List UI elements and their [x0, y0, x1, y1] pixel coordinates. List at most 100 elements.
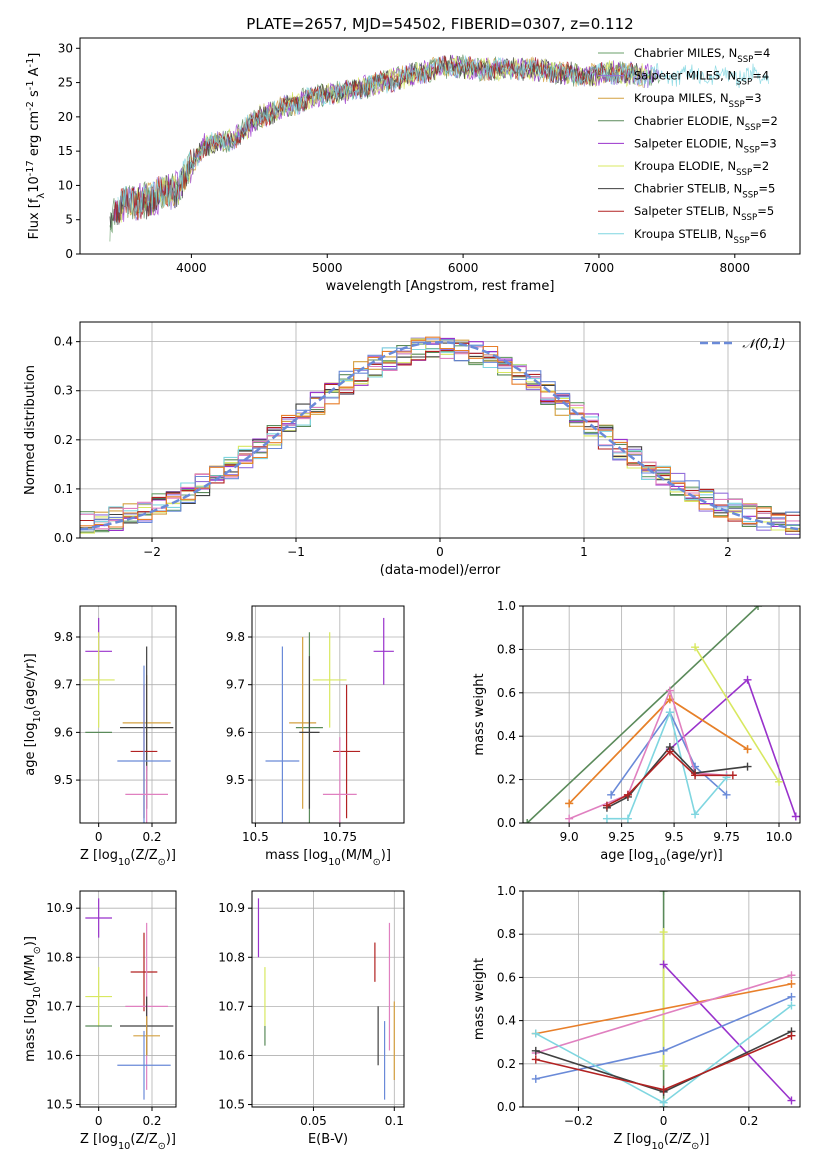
x-tick-label: 0.1 — [385, 1114, 404, 1128]
panel-age_vs_mass: 10.5 10.75 9.5 9.6 9.7 9.8 mass [log10​(M/M⊙​)… — [226, 605, 405, 868]
x-axis-label: (data-model)/error — [380, 563, 501, 578]
legend-entry: 𝒩(0,1) — [742, 337, 785, 352]
plot-area — [80, 322, 800, 538]
legend-entry: Salpeter ELODIE, NSSP​=3 — [634, 136, 777, 155]
x-axis-label: Z [log10​(Z/Z⊙​)] — [80, 848, 176, 868]
y-tick-label: 9.6 — [54, 725, 73, 739]
x-tick-label: 10.75 — [323, 830, 357, 844]
data-point — [312, 632, 347, 728]
axes-frame — [251, 605, 405, 824]
legend-entry: Salpeter STELIB, NSSP​=5 — [634, 204, 774, 223]
data-point — [85, 967, 112, 1026]
data-point — [82, 632, 115, 728]
y-tick-label: 9.7 — [54, 678, 73, 692]
y-tick-label: 9.8 — [226, 630, 245, 644]
data-point — [85, 898, 112, 938]
x-tick-label: −1 — [287, 545, 305, 559]
y-tick-label: 9.7 — [226, 678, 245, 692]
x-tick-label: 2 — [724, 545, 732, 559]
y-tick-label: 30 — [58, 41, 73, 55]
y-tick-label: 9.8 — [54, 630, 73, 644]
weight-marker — [659, 928, 668, 937]
legend-entry: Salpeter MILES, NSSP​=4 — [634, 69, 769, 88]
weight-marker — [623, 790, 632, 799]
axes-frame — [79, 890, 177, 1108]
weight-marker — [565, 814, 574, 823]
y-axis-label: mass [log10​(M/M⊙​)] — [23, 936, 43, 1062]
x-axis-label: age [log10​(age/yr)] — [600, 848, 723, 868]
chart-title: PLATE=2657, MJD=54502, FIBERID=0307, z=0… — [246, 15, 633, 33]
weight-marker — [791, 812, 800, 821]
weight-marker — [787, 979, 796, 988]
axes-frame — [251, 890, 405, 1108]
weight-marker — [531, 1055, 540, 1064]
legend-entry: Chabrier ELODIE, NSSP​=2 — [634, 114, 778, 133]
weight-marker — [531, 1074, 540, 1083]
data-point — [265, 646, 300, 823]
weight-marker — [787, 1031, 796, 1040]
x-axis-label: E(B-V) — [308, 1132, 348, 1147]
weight-series-line — [535, 974, 792, 1054]
weight-marker — [659, 1098, 668, 1107]
plot-area — [80, 891, 176, 1107]
y-tick-label: 9.5 — [226, 773, 245, 787]
y-tick-label: 0.8 — [497, 642, 516, 656]
weight-marker — [665, 747, 674, 756]
weight-marker — [665, 686, 674, 695]
y-tick-label: 15 — [58, 144, 73, 158]
y-tick-label: 0.2 — [54, 433, 73, 447]
y-tick-label: 0.6 — [497, 970, 516, 984]
y-axis-label: Normed distribution — [23, 365, 38, 495]
legend-entry: Kroupa ELODIE, NSSP​=2 — [634, 159, 769, 178]
weight-marker — [665, 708, 674, 717]
x-tick-label: 0 — [660, 1114, 668, 1128]
y-tick-label: 10.7 — [218, 999, 245, 1013]
y-tick-label: 0 — [65, 247, 73, 261]
y-tick-label: 9.6 — [226, 725, 245, 739]
x-tick-label: 0.2 — [142, 830, 161, 844]
y-tick-label: 10.8 — [218, 950, 245, 964]
x-tick-label: 7000 — [584, 261, 615, 275]
weight-series-line — [663, 963, 793, 1102]
axes-frame — [79, 321, 801, 539]
weight-series-line — [535, 983, 792, 1035]
normal-curve — [80, 340, 800, 531]
weight-marker — [743, 745, 752, 754]
panel-residuals: −2 −1 0 1 2 0.0 0.1 0.2 0.3 0.4 (data-model)/error… — [23, 321, 801, 578]
weight-marker — [565, 799, 574, 808]
weight-series-line — [568, 698, 748, 805]
weight-marker — [787, 992, 796, 1001]
y-axis-label: age [log10​(age/yr)] — [23, 653, 43, 776]
weight-marker — [659, 1061, 668, 1070]
y-tick-label: 0.6 — [497, 686, 516, 700]
panel-age_vs_Z: 0 0.2 9.5 9.6 9.7 9.8 Z [log10​(Z/Z⊙​)] age [lo… — [23, 605, 177, 868]
weight-marker — [659, 891, 668, 895]
plot-area — [80, 606, 176, 823]
weight-series-line — [526, 606, 759, 823]
y-tick-label: 10.9 — [218, 901, 245, 915]
weight-marker — [659, 1046, 668, 1055]
x-tick-label: 4000 — [176, 261, 207, 275]
weight-marker — [659, 1085, 668, 1094]
data-point — [322, 737, 357, 823]
x-tick-label: 9.0 — [560, 830, 579, 844]
data-point — [117, 1030, 171, 1100]
weight-marker — [602, 801, 611, 810]
panel-spectrum: 4000 5000 6000 7000 8000 0 5 10 15 20 25 30 waveleng… — [25, 15, 801, 294]
weight-series-line — [694, 646, 780, 783]
x-tick-label: 6000 — [448, 261, 479, 275]
data-point — [125, 765, 168, 823]
data-point — [117, 665, 171, 823]
y-tick-label: 0.8 — [497, 927, 516, 941]
y-tick-label: 10 — [58, 178, 73, 192]
legend-entry: Kroupa MILES, NSSP​=3 — [634, 91, 762, 110]
weight-marker — [531, 1029, 540, 1038]
x-axis-label: Z [log10​(Z/Z⊙​)] — [80, 1132, 176, 1152]
x-tick-label: 9.5 — [665, 830, 684, 844]
y-axis-label: Flux [fλ​10-17​ erg cm-2​ s-1​ A-1​] — [25, 53, 47, 240]
weight-marker — [754, 606, 763, 610]
x-tick-label: 1 — [580, 545, 588, 559]
weight-marker — [728, 771, 737, 780]
y-tick-label: 10.5 — [218, 1098, 245, 1112]
weight-marker — [787, 971, 796, 980]
